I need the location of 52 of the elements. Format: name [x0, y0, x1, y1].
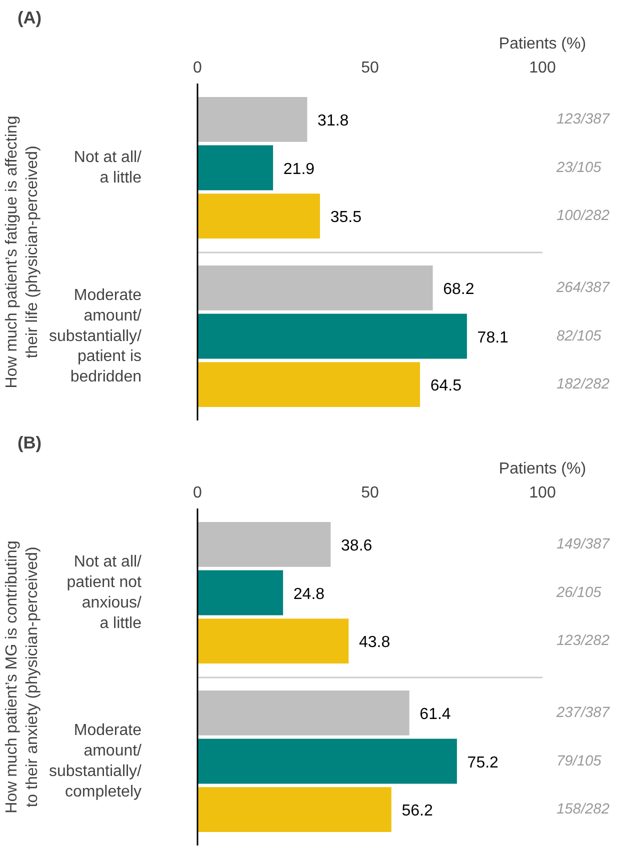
text: 23/105: [556, 160, 602, 176]
x-tick-label: 0: [193, 60, 202, 76]
data-label: 43.8: [358, 634, 390, 652]
bar: [198, 314, 467, 359]
data-label: 56.2: [402, 802, 433, 820]
bar: [198, 145, 274, 190]
text: 82/105: [556, 328, 602, 344]
data-label: 24.8: [293, 586, 325, 603]
bar: [198, 618, 349, 664]
y-tick-label: Not at all/ a little: [74, 149, 142, 186]
data-label: 75.2: [467, 754, 499, 772]
bar: [198, 787, 392, 832]
text: (A): [18, 8, 42, 28]
text: 79/105: [556, 753, 602, 770]
bar: [198, 265, 433, 310]
text: 237/387: [556, 704, 610, 721]
bar: [198, 570, 284, 616]
x-axis-title: Patients (%): [498, 460, 586, 478]
data-label: 31.8: [318, 112, 349, 130]
x-tick-label: 100: [529, 60, 556, 76]
bar: [198, 738, 457, 784]
text: 123/387: [556, 111, 610, 128]
text: 123/282: [556, 633, 610, 650]
text: 182/282: [556, 376, 610, 393]
x-tick-label: 0: [193, 484, 202, 502]
data-label: 64.5: [430, 378, 462, 395]
bar: [198, 522, 331, 567]
data-label: 68.2: [443, 280, 474, 298]
data-label: 61.4: [420, 706, 451, 723]
bar: [198, 690, 410, 736]
y-axis-title: How much patient’s fatigue is affecting their life (physician-perceived): [4, 116, 42, 388]
y-tick-label: Not at all/ patient not anxious/ a little: [66, 554, 142, 632]
data-label: 78.1: [477, 329, 509, 346]
x-axis-title: Patients (%): [498, 36, 586, 52]
x-tick-label: 100: [529, 484, 556, 502]
data-label: 38.6: [341, 537, 372, 554]
y-tick-label: Moderate amount/ substantially/ patient is bedridden: [49, 286, 142, 386]
text: 149/387: [556, 536, 610, 552]
bar: [198, 194, 320, 239]
text: 26/105: [556, 584, 602, 601]
y-tick-label: Moderate amount/ substantially/ completely: [49, 722, 142, 800]
bar: [198, 96, 308, 142]
text: 100/282: [556, 208, 610, 224]
x-tick-label: 50: [361, 484, 379, 502]
x-tick-label: 50: [361, 60, 379, 76]
text: 264/387: [556, 280, 610, 296]
text: (B): [18, 432, 42, 452]
y-axis-title: How much patient’s MG is contributing to their anxiety (physician-perceived): [4, 540, 42, 814]
text: 158/282: [556, 802, 610, 818]
bar: [198, 362, 420, 408]
data-label: 35.5: [330, 209, 362, 226]
data-label: 21.9: [283, 160, 315, 178]
